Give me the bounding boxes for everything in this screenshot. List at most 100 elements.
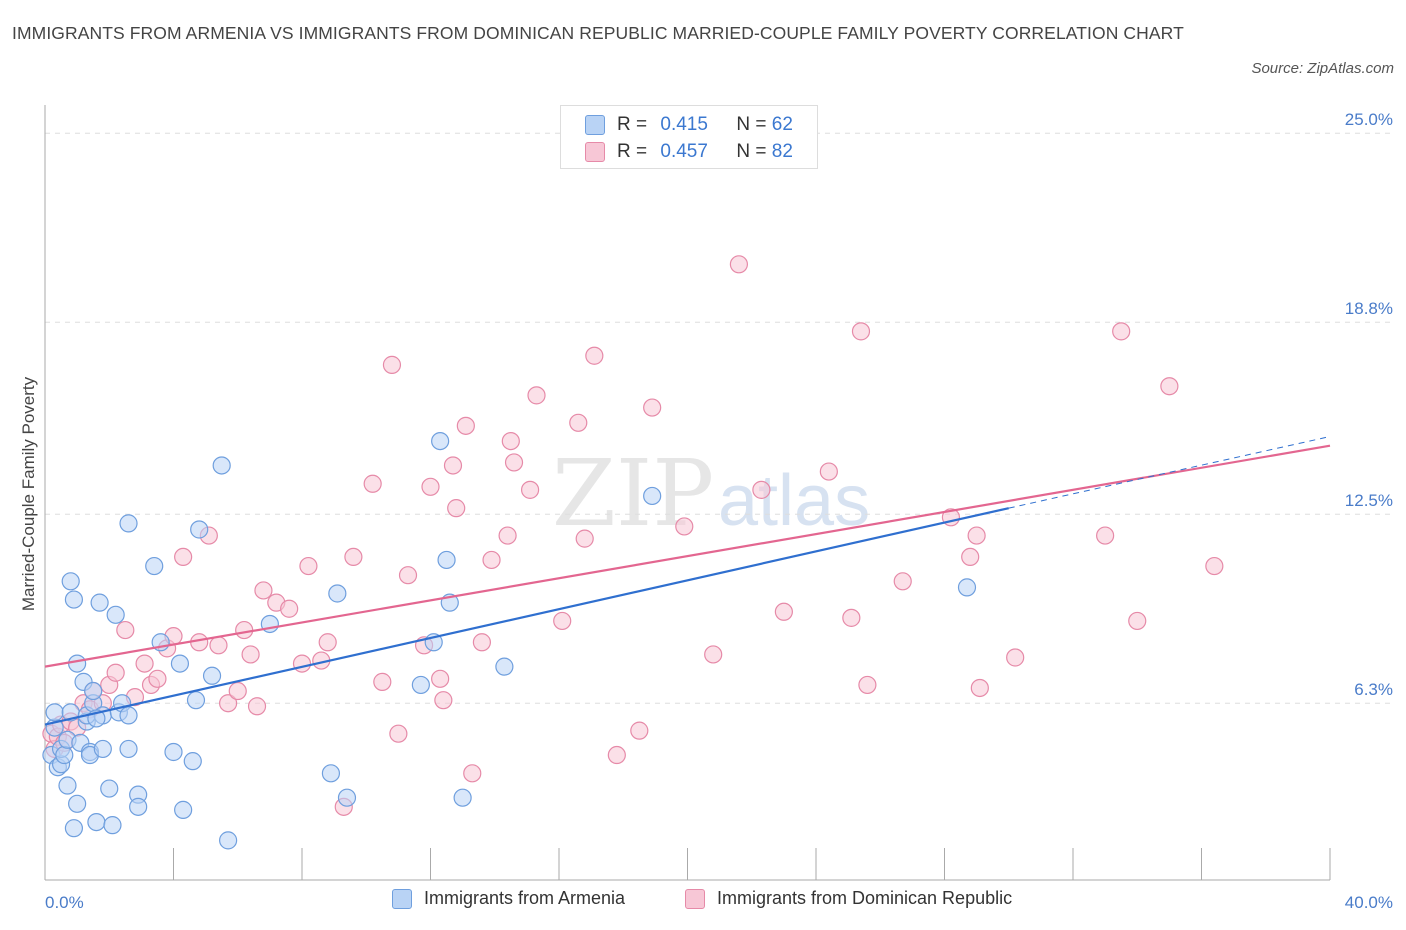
armenia-point-58 — [643, 486, 662, 506]
armenia-point-53 — [431, 431, 450, 451]
dominican-point-49 — [456, 416, 475, 435]
armenia-point-45 — [212, 456, 231, 475]
dominican-point-64 — [643, 398, 662, 417]
trend-line-dominican — [44, 444, 1331, 668]
legend-r-value-dominican: 0.457 — [660, 141, 708, 162]
dominican-point-76 — [961, 547, 980, 567]
dominican-point-56 — [520, 480, 540, 499]
dominican-point-71 — [842, 608, 861, 627]
legend-r-label: R = — [617, 141, 648, 162]
dominican-point-50 — [463, 764, 482, 783]
y-tick-label-1: 18.8% — [1345, 299, 1393, 318]
armenia-point-46 — [219, 831, 238, 850]
dominican-point-48 — [447, 499, 466, 518]
dominican-point-35 — [318, 633, 337, 652]
dominican-point-83 — [1160, 377, 1179, 396]
series-legend: Immigrants from Armenia Immigrants from … — [0, 888, 1406, 916]
armenia-point-13 — [68, 794, 87, 813]
legend-n-label: N = — [736, 114, 767, 135]
armenia-point-43 — [190, 520, 209, 539]
legend-r-value-armenia: 0.415 — [660, 114, 708, 135]
dominican-point-13 — [116, 620, 135, 640]
armenia-point-56 — [453, 788, 472, 807]
series-legend-armenia[interactable]: Immigrants from Armenia — [392, 888, 625, 909]
chart-source: Source: ZipAtlas.com — [1251, 60, 1394, 77]
dominican-point-26 — [235, 620, 254, 640]
dominican-point-53 — [498, 526, 517, 545]
legend-n-value-dominican: 82 — [771, 141, 793, 162]
dominican-point-80 — [1096, 526, 1115, 545]
dominican-point-32 — [292, 654, 312, 673]
dominican-point-42 — [398, 566, 418, 585]
dominican-point-39 — [373, 672, 392, 691]
dominican-point-57 — [527, 386, 546, 405]
dominican-point-52 — [482, 550, 501, 570]
dominican-point-24 — [219, 694, 238, 713]
armenia-point-60 — [170, 654, 190, 673]
series-legend-dominican[interactable]: Immigrants from Dominican Republic — [685, 888, 1012, 909]
legend-row-dominican: R = 0.457 N = 82 — [585, 139, 793, 165]
dominican-point-68 — [752, 480, 771, 499]
armenia-point-40 — [174, 800, 193, 819]
dominican-point-59 — [569, 413, 588, 432]
axis-labels: 25.0% 18.8% 12.5% 6.3% 0.0% 40.0% Married-Coup… — [19, 110, 1393, 912]
zipatlas-watermark: ZIP atlas — [552, 440, 870, 547]
armenia-point-11 — [64, 819, 84, 838]
dominican-point-82 — [1128, 611, 1147, 631]
dominican-point-20 — [174, 547, 193, 567]
dominican-point-45 — [431, 669, 450, 688]
dominican-point-28 — [247, 697, 267, 716]
correlation-legend: R = 0.415 N = 62 R = 0.457 N = 82 — [560, 105, 818, 169]
dominican-point-37 — [344, 547, 363, 567]
legend-row-armenia: R = 0.415 N = 62 — [585, 112, 793, 138]
dominican-point-63 — [630, 721, 649, 740]
armenia-point-32 — [119, 514, 138, 533]
dominican-point-27 — [241, 645, 260, 664]
dominican-point-55 — [504, 453, 524, 472]
dominican-point-31 — [280, 599, 299, 618]
armenia-point-59 — [957, 578, 977, 597]
y-tick-label-2: 12.5% — [1345, 491, 1393, 510]
dominican-point-62 — [607, 745, 626, 765]
armenia-point-37 — [145, 556, 164, 576]
dominican-point-69 — [774, 602, 793, 621]
armenia-point-24 — [90, 593, 109, 612]
series-legend-swatch-armenia — [392, 888, 412, 909]
dominican-point-41 — [389, 724, 408, 743]
dominican-point-44 — [421, 477, 440, 496]
dominican-point-46 — [434, 691, 453, 710]
armenia-point-27 — [100, 779, 119, 798]
axes — [44, 105, 1331, 881]
dominican-point-66 — [704, 645, 723, 664]
legend-swatch-armenia — [585, 115, 605, 135]
armenia-point-51 — [411, 675, 430, 695]
chart-title: IMMIGRANTS FROM ARMENIA VS IMMIGRANTS FR… — [12, 23, 1184, 43]
dominican-point-47 — [443, 456, 463, 475]
gridlines — [45, 132, 1395, 704]
armenia-point-29 — [106, 605, 125, 624]
armenia-point-41 — [183, 752, 202, 771]
series-legend-label-dominican: Immigrants from Dominican Republic — [717, 888, 1013, 908]
dominican-point-23 — [209, 636, 228, 655]
dominican-point-61 — [585, 346, 604, 365]
dominican-point-15 — [135, 654, 154, 673]
armenia-point-44 — [202, 666, 222, 685]
dominican-point-17 — [148, 669, 167, 688]
dominican-point-40 — [382, 355, 402, 374]
dominican-point-25 — [228, 681, 247, 701]
x-tick-label-min: 0.0% — [45, 893, 84, 912]
armenia-point-26 — [93, 739, 112, 759]
dominican-point-84 — [1205, 556, 1224, 576]
trend-line-armenia — [44, 507, 1009, 726]
armenia-point-33 — [119, 706, 138, 725]
dominican-point-38 — [363, 474, 382, 493]
armenia-point-50 — [337, 788, 357, 807]
dominican-point-60 — [575, 529, 594, 548]
dominican-point-65 — [675, 517, 694, 536]
y-tick-label-0: 25.0% — [1345, 110, 1393, 129]
dominican-point-72 — [851, 322, 871, 341]
dominican-point-51 — [472, 633, 491, 652]
armenia-point-6 — [55, 745, 74, 765]
armenia-point-2 — [45, 703, 64, 722]
